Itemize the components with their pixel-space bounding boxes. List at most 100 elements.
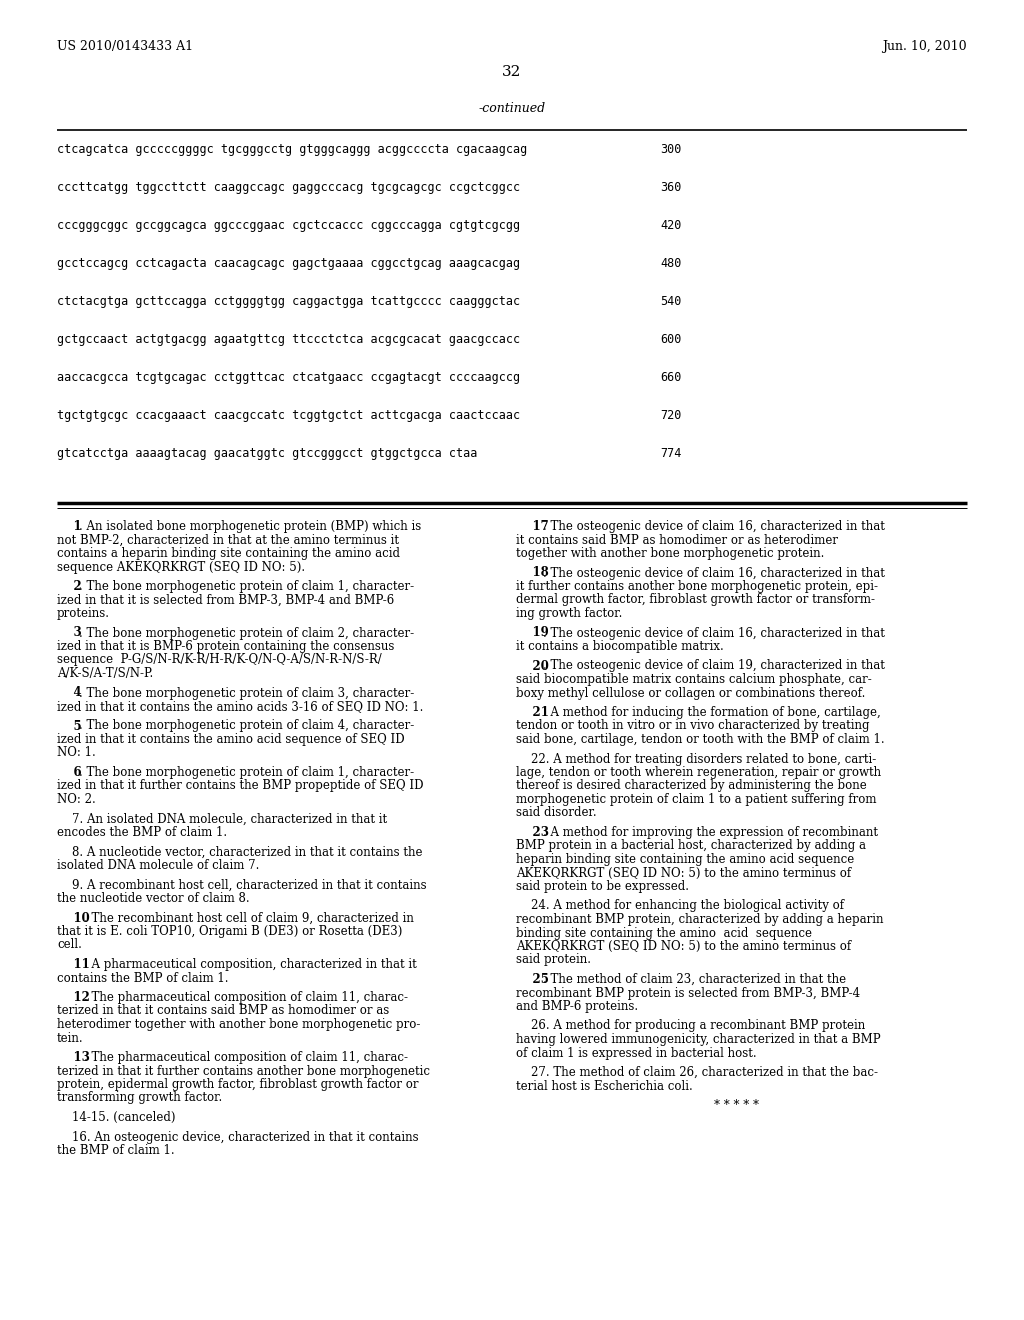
Text: . The osteogenic device of claim 19, characterized in that: . The osteogenic device of claim 19, cha… [543, 660, 885, 672]
Text: recombinant BMP protein is selected from BMP-3, BMP-4: recombinant BMP protein is selected from… [516, 986, 860, 999]
Text: 25: 25 [516, 973, 549, 986]
Text: said protein to be expressed.: said protein to be expressed. [516, 880, 689, 894]
Text: said protein.: said protein. [516, 953, 591, 966]
Text: 21: 21 [516, 706, 549, 719]
Text: 420: 420 [660, 219, 681, 232]
Text: that it is E. coli TOP10, Origami B (DE3) or Rosetta (DE3): that it is E. coli TOP10, Origami B (DE3… [57, 925, 402, 939]
Text: . The pharmaceutical composition of claim 11, charac-: . The pharmaceutical composition of clai… [84, 991, 408, 1005]
Text: 26. A method for producing a recombinant BMP protein: 26. A method for producing a recombinant… [516, 1019, 865, 1032]
Text: NO: 2.: NO: 2. [57, 793, 96, 807]
Text: A/K-S/A-T/S/N-P.: A/K-S/A-T/S/N-P. [57, 667, 154, 680]
Text: the nucleotide vector of claim 8.: the nucleotide vector of claim 8. [57, 892, 250, 906]
Text: ing growth factor.: ing growth factor. [516, 607, 623, 620]
Text: said biocompatible matrix contains calcium phosphate, car-: said biocompatible matrix contains calci… [516, 673, 871, 686]
Text: it contains a biocompatible matrix.: it contains a biocompatible matrix. [516, 640, 724, 653]
Text: -continued: -continued [478, 102, 546, 115]
Text: said bone, cartilage, tendon or tooth with the BMP of claim 1.: said bone, cartilage, tendon or tooth wi… [516, 733, 885, 746]
Text: gctgccaact actgtgacgg agaatgttcg ttccctctca acgcgcacat gaacgccacc: gctgccaact actgtgacgg agaatgttcg ttccctc… [57, 333, 520, 346]
Text: morphogenetic protein of claim 1 to a patient suffering from: morphogenetic protein of claim 1 to a pa… [516, 793, 877, 807]
Text: 20: 20 [516, 660, 549, 672]
Text: . The osteogenic device of claim 16, characterized in that: . The osteogenic device of claim 16, cha… [543, 566, 885, 579]
Text: of claim 1 is expressed in bacterial host.: of claim 1 is expressed in bacterial hos… [516, 1047, 757, 1060]
Text: 720: 720 [660, 409, 681, 422]
Text: 18: 18 [516, 566, 549, 579]
Text: 774: 774 [660, 447, 681, 459]
Text: thereof is desired characterized by administering the bone: thereof is desired characterized by admi… [516, 780, 866, 792]
Text: cccgggcggc gccggcagca ggcccggaac cgctccaccc cggcccagga cgtgtcgcgg: cccgggcggc gccggcagca ggcccggaac cgctcca… [57, 219, 520, 232]
Text: contains the BMP of claim 1.: contains the BMP of claim 1. [57, 972, 228, 985]
Text: heterodimer together with another bone morphogenetic pro-: heterodimer together with another bone m… [57, 1018, 421, 1031]
Text: boxy methyl cellulose or collagen or combinations thereof.: boxy methyl cellulose or collagen or com… [516, 686, 865, 700]
Text: 6: 6 [57, 766, 82, 779]
Text: 660: 660 [660, 371, 681, 384]
Text: terized in that it contains said BMP as homodimer or as: terized in that it contains said BMP as … [57, 1005, 389, 1018]
Text: 8. A nucleotide vector, characterized in that it contains the: 8. A nucleotide vector, characterized in… [57, 846, 423, 858]
Text: . The bone morphogenetic protein of claim 1, character-: . The bone morphogenetic protein of clai… [79, 579, 415, 593]
Text: 7. An isolated DNA molecule, characterized in that it: 7. An isolated DNA molecule, characteriz… [57, 813, 387, 825]
Text: 600: 600 [660, 333, 681, 346]
Text: ctctacgtga gcttccagga cctggggtgg caggactgga tcattgcccc caagggctac: ctctacgtga gcttccagga cctggggtgg caggact… [57, 294, 520, 308]
Text: . A pharmaceutical composition, characterized in that it: . A pharmaceutical composition, characte… [84, 958, 417, 972]
Text: 11: 11 [57, 958, 90, 972]
Text: . The bone morphogenetic protein of claim 2, character-: . The bone morphogenetic protein of clai… [79, 627, 415, 639]
Text: transforming growth factor.: transforming growth factor. [57, 1092, 222, 1105]
Text: 2: 2 [57, 579, 82, 593]
Text: 23: 23 [516, 826, 549, 840]
Text: . An isolated bone morphogenetic protein (BMP) which is: . An isolated bone morphogenetic protein… [79, 520, 421, 533]
Text: proteins.: proteins. [57, 607, 110, 620]
Text: it contains said BMP as homodimer or as heterodimer: it contains said BMP as homodimer or as … [516, 533, 838, 546]
Text: sequence  P-G/S/N-R/K-R/H-R/K-Q/N-Q-A/S/N-R-N/S-R/: sequence P-G/S/N-R/K-R/H-R/K-Q/N-Q-A/S/N… [57, 653, 382, 667]
Text: . The recombinant host cell of claim 9, characterized in: . The recombinant host cell of claim 9, … [84, 912, 414, 924]
Text: and BMP-6 proteins.: and BMP-6 proteins. [516, 1001, 638, 1012]
Text: NO: 1.: NO: 1. [57, 747, 96, 759]
Text: contains a heparin binding site containing the amino acid: contains a heparin binding site containi… [57, 546, 400, 560]
Text: isolated DNA molecule of claim 7.: isolated DNA molecule of claim 7. [57, 859, 259, 873]
Text: Jun. 10, 2010: Jun. 10, 2010 [883, 40, 967, 53]
Text: 4: 4 [57, 686, 82, 700]
Text: gtcatcctga aaaagtacag gaacatggtc gtccgggcct gtggctgcca ctaa: gtcatcctga aaaagtacag gaacatggtc gtccggg… [57, 447, 477, 459]
Text: protein, epidermal growth factor, fibroblast growth factor or: protein, epidermal growth factor, fibrob… [57, 1078, 419, 1092]
Text: 22. A method for treating disorders related to bone, carti-: 22. A method for treating disorders rela… [516, 752, 877, 766]
Text: not BMP-2, characterized in that at the amino terminus it: not BMP-2, characterized in that at the … [57, 533, 399, 546]
Text: lage, tendon or tooth wherein regeneration, repair or growth: lage, tendon or tooth wherein regenerati… [516, 766, 881, 779]
Text: 540: 540 [660, 294, 681, 308]
Text: . The bone morphogenetic protein of claim 4, character-: . The bone morphogenetic protein of clai… [79, 719, 415, 733]
Text: 300: 300 [660, 143, 681, 156]
Text: ized in that it further contains the BMP propeptide of SEQ ID: ized in that it further contains the BMP… [57, 780, 424, 792]
Text: . The osteogenic device of claim 16, characterized in that: . The osteogenic device of claim 16, cha… [543, 520, 885, 533]
Text: . A method for inducing the formation of bone, cartilage,: . A method for inducing the formation of… [543, 706, 881, 719]
Text: 5: 5 [57, 719, 82, 733]
Text: the BMP of claim 1.: the BMP of claim 1. [57, 1144, 175, 1158]
Text: . A method for improving the expression of recombinant: . A method for improving the expression … [543, 826, 878, 840]
Text: . The bone morphogenetic protein of claim 3, character-: . The bone morphogenetic protein of clai… [79, 686, 415, 700]
Text: 32: 32 [503, 65, 521, 79]
Text: 3: 3 [57, 627, 82, 639]
Text: BMP protein in a bacterial host, characterized by adding a: BMP protein in a bacterial host, charact… [516, 840, 866, 853]
Text: together with another bone morphogenetic protein.: together with another bone morphogenetic… [516, 546, 824, 560]
Text: 480: 480 [660, 257, 681, 271]
Text: terial host is Escherichia coli.: terial host is Escherichia coli. [516, 1080, 693, 1093]
Text: 16. An osteogenic device, characterized in that it contains: 16. An osteogenic device, characterized … [57, 1130, 419, 1143]
Text: terized in that it further contains another bone morphogenetic: terized in that it further contains anot… [57, 1064, 430, 1077]
Text: recombinant BMP protein, characterized by adding a heparin: recombinant BMP protein, characterized b… [516, 913, 884, 927]
Text: 24. A method for enhancing the biological activity of: 24. A method for enhancing the biologica… [516, 899, 844, 912]
Text: . The pharmaceutical composition of claim 11, charac-: . The pharmaceutical composition of clai… [84, 1051, 408, 1064]
Text: cell.: cell. [57, 939, 82, 952]
Text: said disorder.: said disorder. [516, 807, 597, 820]
Text: gcctccagcg cctcagacta caacagcagc gagctgaaaa cggcctgcag aaagcacgag: gcctccagcg cctcagacta caacagcagc gagctga… [57, 257, 520, 271]
Text: aaccacgcca tcgtgcagac cctggttcac ctcatgaacc ccgagtacgt ccccaagccg: aaccacgcca tcgtgcagac cctggttcac ctcatga… [57, 371, 520, 384]
Text: 1: 1 [57, 520, 82, 533]
Text: 19: 19 [516, 627, 549, 639]
Text: ctcagcatca gcccccggggc tgcgggcctg gtgggcaggg acggccccta cgacaagcag: ctcagcatca gcccccggggc tgcgggcctg gtgggc… [57, 143, 527, 156]
Text: . The osteogenic device of claim 16, characterized in that: . The osteogenic device of claim 16, cha… [543, 627, 885, 639]
Text: 9. A recombinant host cell, characterized in that it contains: 9. A recombinant host cell, characterize… [57, 879, 427, 891]
Text: AKEKQRKRGT (SEQ ID NO: 5) to the amino terminus of: AKEKQRKRGT (SEQ ID NO: 5) to the amino t… [516, 866, 851, 879]
Text: 14-15. (canceled): 14-15. (canceled) [57, 1111, 175, 1125]
Text: 13: 13 [57, 1051, 90, 1064]
Text: . The bone morphogenetic protein of claim 1, character-: . The bone morphogenetic protein of clai… [79, 766, 415, 779]
Text: * * * * *: * * * * * [714, 1100, 759, 1111]
Text: tgctgtgcgc ccacgaaact caacgccatc tcggtgctct acttcgacga caactccaac: tgctgtgcgc ccacgaaact caacgccatc tcggtgc… [57, 409, 520, 422]
Text: heparin binding site containing the amino acid sequence: heparin binding site containing the amin… [516, 853, 854, 866]
Text: ized in that it is selected from BMP-3, BMP-4 and BMP-6: ized in that it is selected from BMP-3, … [57, 594, 394, 606]
Text: it further contains another bone morphogenetic protein, epi-: it further contains another bone morphog… [516, 579, 878, 593]
